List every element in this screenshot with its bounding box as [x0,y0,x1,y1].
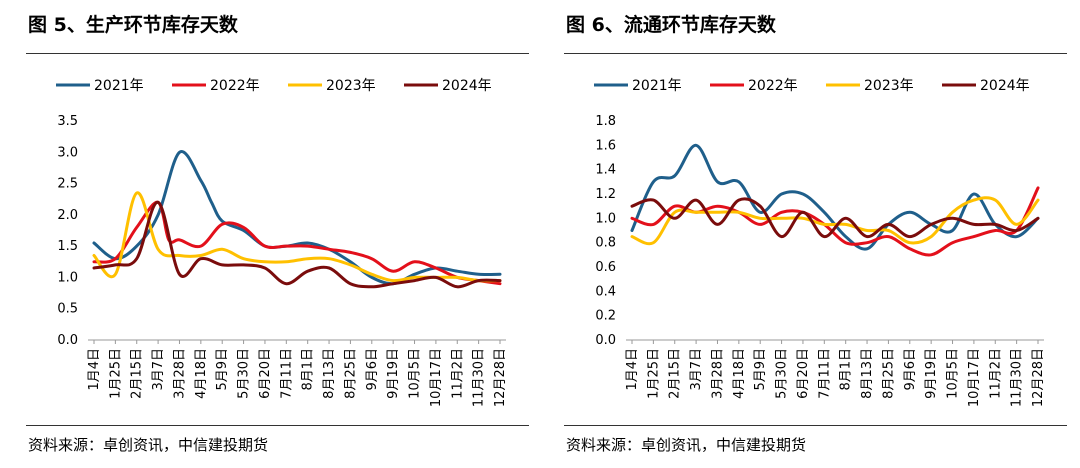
legend: 2021年 2022年 2023年 2024年 [56,78,492,94]
y-tick-label: 0.5 [57,302,78,317]
x-tick-label: 12月28日 [1031,348,1046,407]
title-rule [564,53,1067,54]
x-tick-label: 7月11日 [817,348,832,399]
x-tick-label: 8月25日 [881,348,896,399]
x-tick-label: 3月7日 [689,348,704,391]
line-chart-production: 2021年 2022年 2023年 2024年 0.0 0.5 1.0 1.5 2.0 2.5 3.… [56,78,508,407]
x-tick-label: 9月19日 [924,348,939,399]
x-tick-label: 1月25日 [108,348,123,399]
x-tick-label: 11月2日 [450,348,465,399]
legend-label: 2024年 [442,78,492,94]
x-tick-label: 1月25日 [646,348,661,399]
footer-rule [26,425,529,426]
x-tick-label: 5月30日 [775,348,790,399]
x-tick-label: 6月20日 [796,348,811,399]
x-tick-label: 10月17日 [967,348,982,407]
chart-title: 图 5、生产环节库存天数 [28,14,238,36]
x-tick-label: 8月13日 [322,348,337,399]
x-tick-label: 11月30日 [472,348,487,407]
chart-panel-production: 图 5、生产环节库存天数 2021年 2022年 2023年 2024年 0.0 0.5 1… [10,0,532,468]
y-tick-label: 2.5 [57,177,78,192]
y-tick-label: 1.5 [57,239,78,254]
x-tick-label: 1月4日 [625,348,640,391]
x-tick-label: 8月25日 [343,348,358,399]
source-note: 资料来源：卓创资讯，中信建投期货 [28,436,269,454]
legend-label: 2024年 [980,78,1030,94]
legend-label: 2021年 [94,78,144,94]
y-tick-label: 0.0 [595,333,616,348]
x-tick-label: 10月17日 [429,348,444,407]
x-tick-label: 8月1日 [301,348,316,391]
x-tick-label: 7月11日 [279,348,294,399]
x-tick-label: 11月2日 [988,348,1003,399]
series-line-2024年 [92,200,502,289]
chart-title: 图 6、流通环节库存天数 [566,14,776,36]
legend-label: 2021年 [632,78,682,94]
x-tick-label: 9月19日 [386,348,401,399]
source-note: 资料来源：卓创资讯，中信建投期货 [566,436,807,454]
y-tick-label: 0.6 [595,260,616,275]
y-tick-label: 1.8 [595,114,616,129]
y-tick-label: 0.0 [57,333,78,348]
series-line-2023年 [630,196,1040,246]
y-tick-label: 0.2 [595,309,616,324]
legend-label: 2022年 [748,78,798,94]
series-line-2024年 [630,197,1040,239]
x-tick-label: 3月28日 [172,348,187,399]
x-tick-label: 3月7日 [151,348,166,391]
y-tick-label: 2.0 [57,208,78,223]
y-tick-label: 3.5 [57,114,78,129]
x-tick-label: 2月15日 [668,348,683,399]
line-chart-circulation: 2021年 2022年 2023年 2024年 0.0 0.2 0.4 0.6 0.8 1.0 1.… [594,78,1046,407]
legend-label: 2022年 [210,78,260,94]
x-tick-label: 4月18日 [732,348,747,399]
chart-panel-circulation: 图 6、流通环节库存天数 2021年 2022年 2023年 2024年 0.0 0.2 0… [548,0,1070,468]
y-tick-label: 1.2 [595,187,616,202]
title-rule [26,53,529,54]
legend-label: 2023年 [864,78,914,94]
legend: 2021年 2022年 2023年 2024年 [594,78,1030,94]
x-tick-label: 8月13日 [860,348,875,399]
series-line-2021年 [92,150,502,286]
x-tick-label: 9月6日 [903,348,918,391]
y-tick-label: 1.0 [595,211,616,226]
x-tick-label: 2月15日 [130,348,145,399]
x-tick-label: 1月4日 [87,348,102,391]
footer-rule [564,425,1067,426]
x-tick-label: 5月9日 [753,348,768,391]
x-tick-label: 6月20日 [258,348,273,399]
y-tick-label: 0.4 [595,284,616,299]
legend-label: 2023年 [326,78,376,94]
y-tick-label: 1.4 [595,163,616,178]
y-tick-label: 1.6 [595,138,616,153]
x-tick-label: 5月9日 [215,348,230,391]
x-tick-label: 3月28日 [710,348,725,399]
y-tick-label: 3.0 [57,145,78,160]
y-tick-label: 0.8 [595,236,616,251]
x-tick-label: 9月6日 [365,348,380,391]
x-tick-label: 10月5日 [408,348,423,399]
y-tick-label: 1.0 [57,270,78,285]
x-tick-label: 5月30日 [237,348,252,399]
x-tick-label: 12月28日 [493,348,508,407]
x-tick-label: 8月1日 [839,348,854,391]
x-tick-label: 4月18日 [194,348,209,399]
x-tick-label: 11月30日 [1010,348,1025,407]
x-tick-label: 10月5日 [946,348,961,399]
